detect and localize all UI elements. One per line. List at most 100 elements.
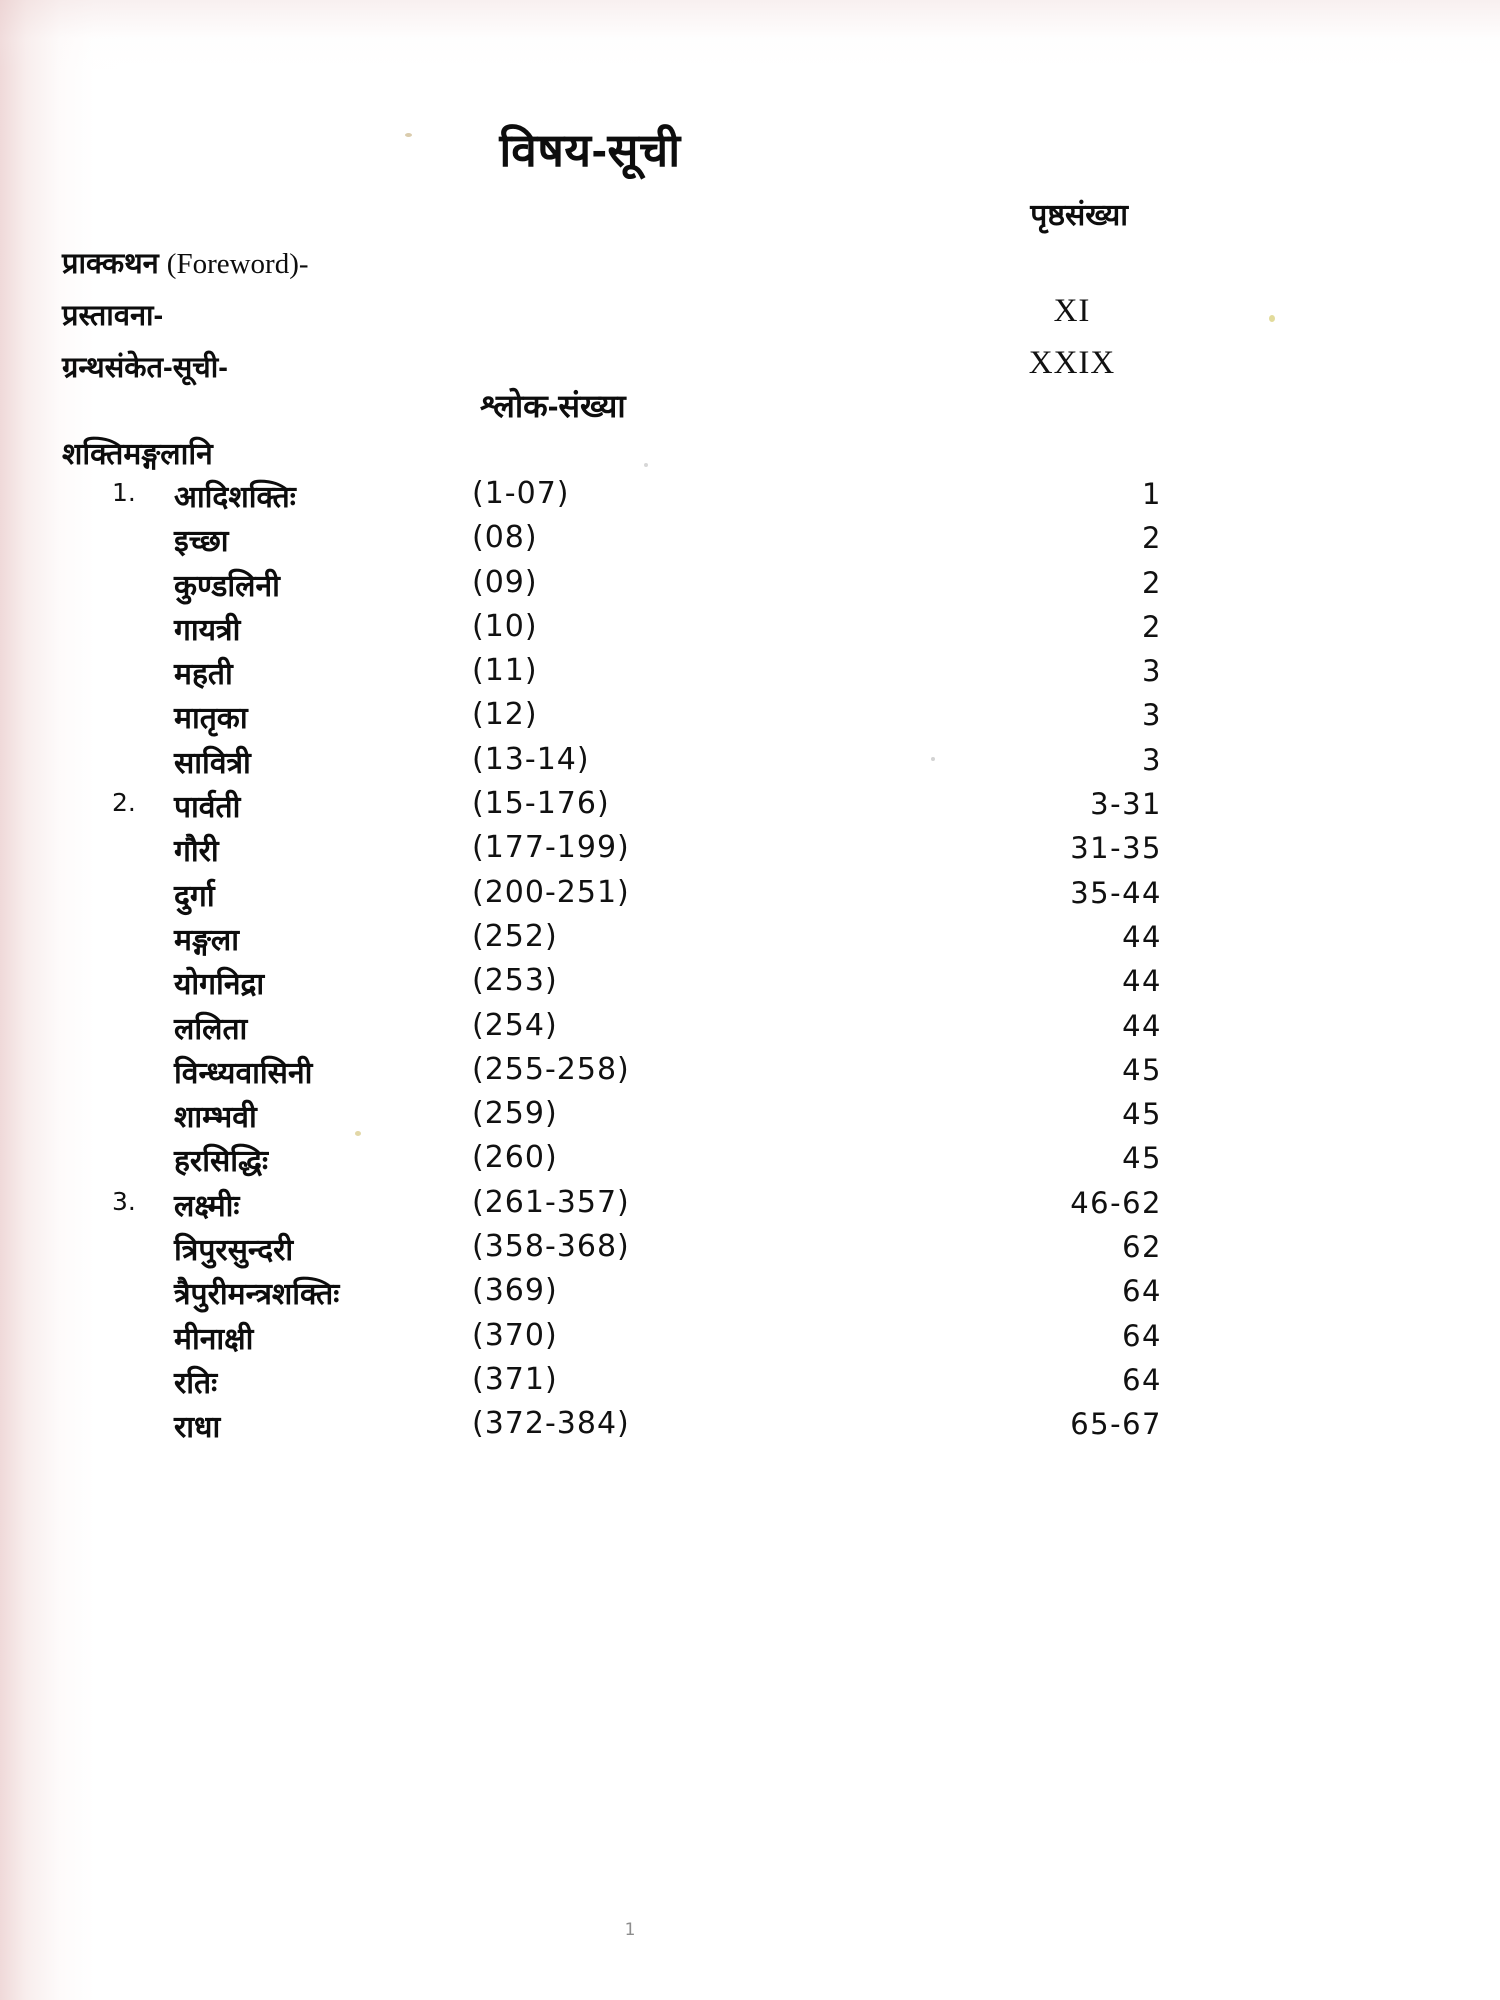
entry-title: ललिता xyxy=(174,1012,248,1046)
entry-index: 2. xyxy=(112,788,136,818)
entry-verse-range: (369) xyxy=(472,1273,558,1309)
entry-verse-range: (15-176) xyxy=(472,786,610,822)
entry-page-number: 1 xyxy=(1142,477,1162,511)
entry-verse-range: (11) xyxy=(472,653,538,689)
entry-page-number: 45 xyxy=(1122,1052,1162,1087)
entry-title: त्रैपुरीमन्त्रशक्तिः xyxy=(174,1278,340,1312)
entry-title: राधा xyxy=(174,1411,221,1445)
entry-page-number: 64 xyxy=(1122,1362,1162,1397)
front-matter-page: XXIX xyxy=(1028,345,1116,381)
table-row: मङ्गला (252) 44 xyxy=(62,918,1422,965)
entry-verse-range: (08) xyxy=(472,520,538,556)
entry-title: मङ्गला xyxy=(174,923,240,957)
entry-verse-range: (10) xyxy=(472,608,538,644)
entry-page-number: 3-31 xyxy=(1090,787,1162,822)
entry-verse-range: (260) xyxy=(472,1140,558,1176)
entry-page-number: 44 xyxy=(1122,919,1162,954)
entry-verse-range: (254) xyxy=(472,1007,558,1043)
entry-verse-range: (1-07) xyxy=(472,476,570,511)
table-row: सावित्री (13-14) 3 xyxy=(62,741,1422,788)
front-matter-list: प्राक्कथन (Foreword)- प्रस्तावना- XI ग्र… xyxy=(62,243,1402,399)
entry-title: गौरी xyxy=(174,835,219,869)
table-row: रतिः (371) 64 xyxy=(62,1362,1422,1408)
front-matter-label-latin: (Foreword)- xyxy=(166,248,309,280)
table-row: गायत्री (10) 2 xyxy=(62,608,1422,655)
entry-page-number: 64 xyxy=(1122,1274,1162,1309)
entry-verse-range: (255-258) xyxy=(472,1051,630,1087)
entry-page-number: 45 xyxy=(1122,1097,1162,1132)
entry-title: योगनिद्रा xyxy=(174,968,265,1002)
entry-title: रतिः xyxy=(174,1366,218,1400)
entry-verse-range: (252) xyxy=(472,918,558,954)
entry-verse-range: (253) xyxy=(472,963,558,999)
entry-title: हरसिद्धिः xyxy=(174,1145,269,1179)
entry-verse-range: (200-251) xyxy=(472,874,630,910)
entry-verse-range: (372-384) xyxy=(472,1406,630,1442)
entry-verse-range: (177-199) xyxy=(472,830,630,866)
section-heading-shaktimangalani: शक्तिमङ्गलानि xyxy=(62,438,213,471)
entry-verse-range: (261-357) xyxy=(472,1184,630,1220)
entry-page-number: 31-35 xyxy=(1070,831,1162,866)
table-row: योगनिद्रा (253) 44 xyxy=(62,963,1422,1009)
table-row: मातृका (12) 3 xyxy=(62,697,1422,743)
front-matter-page: XI xyxy=(1053,293,1091,329)
table-row: 2. पार्वती (15-176) 3-31 xyxy=(62,786,1422,832)
entry-title: इच्छा xyxy=(174,525,229,559)
front-matter-row: प्रस्तावना- XI xyxy=(62,293,1402,347)
page-number-column-heading: पृष्ठसंख्या xyxy=(1030,199,1128,232)
entry-page-number: 35-44 xyxy=(1070,875,1162,910)
entry-title: लक्ष्मीः xyxy=(174,1189,240,1223)
entry-page-number: 3 xyxy=(1142,654,1162,689)
entry-page-number: 44 xyxy=(1122,964,1162,999)
entry-page-number: 2 xyxy=(1142,565,1162,600)
entry-page-number: 3 xyxy=(1142,698,1162,733)
table-row: मीनाक्षी (370) 64 xyxy=(62,1317,1422,1364)
entry-title: आदिशक्तिः xyxy=(174,481,296,514)
verse-number-column-heading: श्लोक-संख्या xyxy=(480,388,626,424)
entry-verse-range: (13-14) xyxy=(472,741,590,777)
entry-page-number: 3 xyxy=(1142,742,1162,777)
entry-verse-range: (370) xyxy=(472,1317,558,1353)
entry-title: त्रिपुरसुन्दरी xyxy=(174,1234,294,1268)
entry-title: मीनाक्षी xyxy=(174,1322,254,1356)
entry-page-number: 44 xyxy=(1122,1008,1162,1043)
entry-title: गायत्री xyxy=(174,613,241,647)
front-matter-label-devanagari: प्राक्कथन xyxy=(62,248,159,280)
entry-page-number: 46-62 xyxy=(1070,1185,1162,1220)
table-row: हरसिद्धिः (260) 45 xyxy=(62,1140,1422,1186)
entry-title: विन्ध्यवासिनी xyxy=(174,1056,313,1090)
page-title: विषय-सूची xyxy=(499,124,681,176)
table-row: 3. लक्ष्मीः (261-357) 46-62 xyxy=(62,1184,1422,1231)
table-row: ललिता (254) 44 xyxy=(62,1007,1422,1054)
entry-page-number: 62 xyxy=(1122,1230,1162,1265)
front-matter-label: प्रस्तावना- xyxy=(62,295,163,334)
folio-page-number: 1 xyxy=(624,1920,636,1940)
table-row: गौरी (177-199) 31-35 xyxy=(62,830,1422,876)
table-row: दुर्गा (200-251) 35-44 xyxy=(62,874,1422,921)
table-row: महती (11) 3 xyxy=(62,653,1422,699)
table-row: त्रैपुरीमन्त्रशक्तिः (369) 64 xyxy=(62,1273,1422,1319)
table-row: राधा (372-384) 65-67 xyxy=(62,1406,1422,1452)
entry-verse-range: (12) xyxy=(472,697,538,733)
front-matter-label-devanagari: ग्रन्थसंकेत-सूची- xyxy=(62,352,228,384)
entry-title: पार्वती xyxy=(174,791,241,825)
front-matter-label: प्राक्कथन (Foreword)- xyxy=(62,243,309,282)
table-row: शाम्भवी (259) 45 xyxy=(62,1096,1422,1142)
entry-verse-range: (09) xyxy=(472,564,538,600)
front-matter-label: ग्रन्थसंकेत-सूची- xyxy=(62,347,228,386)
entry-title: कुण्डलिनी xyxy=(174,569,280,603)
table-row: विन्ध्यवासिनी (255-258) 45 xyxy=(62,1051,1422,1098)
front-matter-row: प्राक्कथन (Foreword)- xyxy=(62,243,1402,295)
contents-entry-list: 1. आदिशक्तिः (1-07) 1 इच्छा (08) 2 कुण्ड… xyxy=(62,476,1422,1453)
table-row: त्रिपुरसुन्दरी (358-368) 62 xyxy=(62,1229,1422,1275)
entry-title: मातृका xyxy=(174,702,248,736)
table-row: कुण्डलिनी (09) 2 xyxy=(62,564,1422,611)
entry-page-number: 2 xyxy=(1142,521,1162,556)
entry-title: दुर्गा xyxy=(174,879,215,913)
entry-verse-range: (358-368) xyxy=(472,1229,630,1265)
entry-title: सावित्री xyxy=(174,746,251,780)
entry-page-number: 45 xyxy=(1122,1141,1162,1176)
entry-index: 1. xyxy=(112,478,136,507)
entry-verse-range: (259) xyxy=(472,1096,558,1132)
table-row: 1. आदिशक्तिः (1-07) 1 xyxy=(62,476,1422,522)
